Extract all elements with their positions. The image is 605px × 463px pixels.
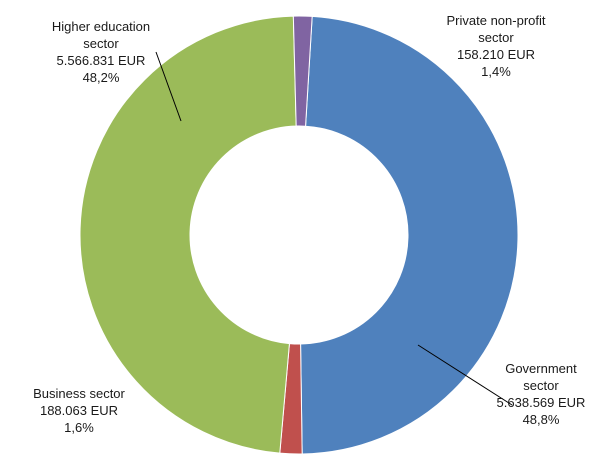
leader-line-government-sector [417,344,513,406]
data-label-government-sector: Government sector 5.638.569 EUR 48,8% [497,361,586,427]
data-label-private-non-profit-sector: Private non-profit sector 158.210 EUR 1,4% [447,13,546,79]
slice-government-sector [300,15,519,455]
leader-lines [155,51,513,406]
slice-labels: Government sector 5.638.569 EUR 48,8% Busine… [33,13,585,435]
slice-private-non-profit-sector [292,15,313,127]
slice-higher-education-sector [79,15,297,454]
donut-slices [79,15,519,455]
data-label-higher-education-sector: Higher education sector 5.566.831 EUR 48,2% [52,19,150,85]
leader-line-higher-education-sector [155,51,182,122]
data-label-business-sector: Business sector 188.063 EUR 1,6% [33,386,125,435]
